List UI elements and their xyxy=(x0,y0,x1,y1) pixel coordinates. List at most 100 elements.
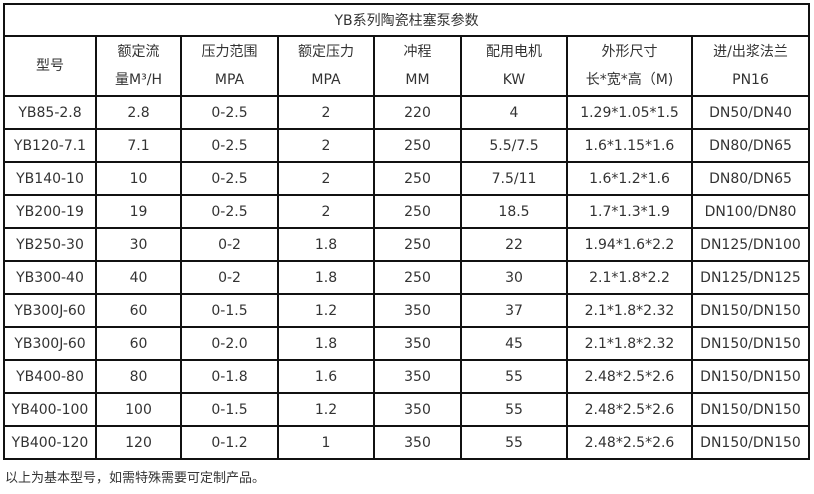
table-cell: 250 xyxy=(373,128,462,163)
table-cell: 60 xyxy=(95,293,182,328)
table-cell: 0-2 xyxy=(180,260,279,295)
table-cell: 0-1.8 xyxy=(180,359,279,394)
table-cell: YB300J-60 xyxy=(3,293,97,328)
table-cell: 19 xyxy=(95,194,182,229)
table-cell: 2.48*2.5*2.6 xyxy=(566,359,693,394)
column-header: 压力范围 MPA xyxy=(180,35,279,97)
table-row: YB120-7.1 7.1 0-2.5 2 250 5.5/7.5 1.6*1.15*1.6… xyxy=(3,128,811,163)
table-cell: 60 xyxy=(95,326,182,361)
table-title: YB系列陶瓷柱塞泵参数 xyxy=(2,3,811,37)
table-cell: 55 xyxy=(460,425,568,460)
table-row: YB400-100 100 0-1.5 1.2 350 55 2.48*2.5*2.6 DN1… xyxy=(3,392,811,427)
table-cell: 0-2 xyxy=(180,227,279,262)
column-header: 外形尺寸长*宽*高（M) xyxy=(566,35,693,97)
table-cell: 100 xyxy=(95,392,182,427)
table-cell: 37 xyxy=(460,293,568,328)
header-line: KW xyxy=(502,72,526,88)
table-cell: 250 xyxy=(373,161,462,196)
table-cell: 2 xyxy=(277,95,375,130)
header-line: MPA xyxy=(311,72,341,88)
table-cell: 2 xyxy=(277,128,375,163)
table-cell: DN150/DN150 xyxy=(690,293,811,328)
table-cell: 7.1 xyxy=(95,128,182,163)
table-cell: 18.5 xyxy=(460,194,568,229)
table-cell: 30 xyxy=(460,260,568,295)
table-cell: 350 xyxy=(373,293,462,328)
table-cell: YB300-40 xyxy=(3,260,97,295)
table-cell: DN50/DN40 xyxy=(690,95,811,130)
header-line: MM xyxy=(405,72,430,88)
table-cell: 350 xyxy=(373,425,462,460)
table-cell: 0-2.5 xyxy=(180,161,279,196)
table-cell: 1.94*1.6*2.2 xyxy=(566,227,693,262)
header-line: 量M³/H xyxy=(115,72,162,88)
table-row: YB140-10 10 0-2.5 2 250 7.5/11 1.6*1.2*1.6 DN80… xyxy=(3,161,811,196)
table-cell: YB200-19 xyxy=(3,194,97,229)
table-cell: DN80/DN65 xyxy=(690,161,811,196)
table-cell: 0-2.5 xyxy=(180,128,279,163)
header-line: MPA xyxy=(214,72,245,88)
table-cell: 2.8 xyxy=(95,95,182,130)
table-cell: YB400-120 xyxy=(3,425,97,460)
table-cell: 2.1*1.8*2.32 xyxy=(566,326,693,361)
column-header: 冲程 MM xyxy=(373,35,462,97)
table-cell: 55 xyxy=(460,359,568,394)
table-cell: 55 xyxy=(460,392,568,427)
table-row: YB400-120 120 0-1.2 1 350 55 2.48*2.5*2.6 DN150… xyxy=(3,425,811,460)
table-cell: 220 xyxy=(373,95,462,130)
column-header: 进/出浆法兰 PN16 xyxy=(690,35,811,97)
table-cell: 1.6 xyxy=(277,359,375,394)
table-cell: 250 xyxy=(373,260,462,295)
table-cell: YB140-10 xyxy=(3,161,97,196)
table-cell: 1.6*1.2*1.6 xyxy=(566,161,693,196)
table-cell: 10 xyxy=(95,161,182,196)
table-cell: DN125/DN100 xyxy=(690,227,811,262)
table-cell: 80 xyxy=(95,359,182,394)
table-cell: DN125/DN125 xyxy=(690,260,811,295)
table-row: YB85-2.8 2.8 0-2.5 2 220 4 1.29*1.05*1.5 DN50/D… xyxy=(3,95,811,130)
table-row: YB300-40 40 0-2 1.8 250 30 2.1*1.8*2.2 DN125/DN… xyxy=(3,260,811,295)
column-header: 配用电机 KW xyxy=(460,35,568,97)
table-cell: YB85-2.8 xyxy=(3,95,97,130)
header-line: 额定压力 xyxy=(298,44,354,60)
table-cell: 0-2.0 xyxy=(180,326,279,361)
header-line: 额定流 xyxy=(117,44,160,60)
table-cell: 2.48*2.5*2.6 xyxy=(566,392,693,427)
table-cell: 4 xyxy=(460,95,568,130)
table-row: YB400-80 80 0-1.8 1.6 350 55 2.48*2.5*2.6 DN150… xyxy=(3,359,811,394)
header-line: 长*宽*高（M) xyxy=(585,72,674,88)
table-cell: 2 xyxy=(277,194,375,229)
header-line: 进/出浆法兰 xyxy=(713,44,788,60)
table-cell: 30 xyxy=(95,227,182,262)
header-line: 外形尺寸 xyxy=(601,44,658,60)
table-cell: 250 xyxy=(373,227,462,262)
table-cell: 0-1.5 xyxy=(180,293,279,328)
header-line: 型号 xyxy=(36,58,64,74)
table-cell: YB400-80 xyxy=(3,359,97,394)
table-cell: 2.48*2.5*2.6 xyxy=(566,425,693,460)
table-cell: YB300J-60 xyxy=(3,326,97,361)
table-cell: YB250-30 xyxy=(3,227,97,262)
table-cell: 1.8 xyxy=(277,260,375,295)
column-header: 型号 xyxy=(3,35,97,97)
table-cell: 1.2 xyxy=(277,392,375,427)
table-cell: 2.1*1.8*2.32 xyxy=(566,293,693,328)
table-cell: 1.6*1.15*1.6 xyxy=(566,128,693,163)
header-line: 冲程 xyxy=(403,44,432,60)
table-cell: 0-2.5 xyxy=(180,194,279,229)
column-header: 额定压力 MPA xyxy=(277,35,375,97)
table-cell: 350 xyxy=(373,392,462,427)
header-line: 压力范围 xyxy=(201,44,258,60)
column-header: 额定流量M³/H xyxy=(95,35,182,97)
table-cell: 0-1.5 xyxy=(180,392,279,427)
table-cell: 22 xyxy=(460,227,568,262)
header-line: PN16 xyxy=(732,72,769,88)
table-cell: DN80/DN65 xyxy=(690,128,811,163)
table-cell: YB120-7.1 xyxy=(3,128,97,163)
table-cell: 350 xyxy=(373,359,462,394)
table-cell: 250 xyxy=(373,194,462,229)
table-cell: 40 xyxy=(95,260,182,295)
header-row: 型号 额定流量M³/H 压力范围 MPA 额定压力 MPA 冲程 MM 配用电机 KW 外形尺寸长*… xyxy=(3,35,811,97)
table-cell: DN150/DN150 xyxy=(690,425,811,460)
header-line: 配用电机 xyxy=(486,44,542,60)
